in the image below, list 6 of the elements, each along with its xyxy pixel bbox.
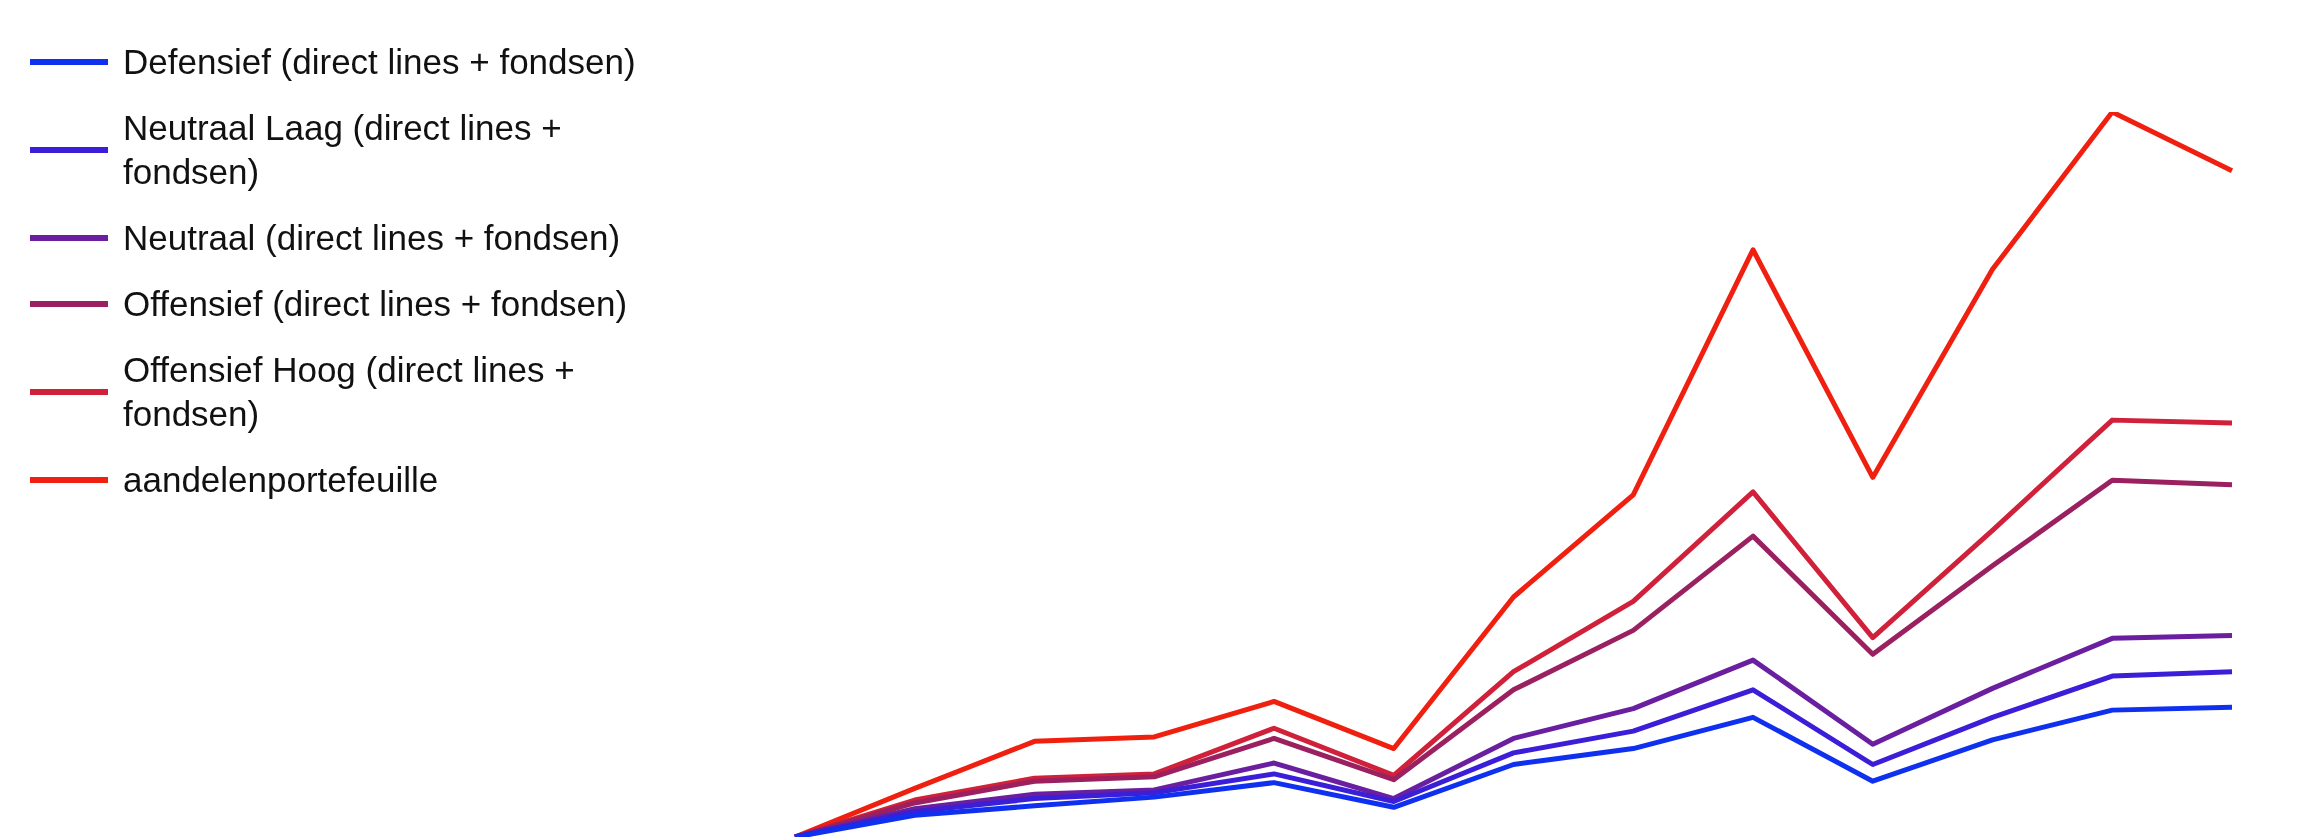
legend-label: aandelenportefeuille (123, 459, 439, 501)
legend-label: Offensief Hoog (direct lines + fondsen) (123, 349, 576, 435)
legend-label: Defensief (direct lines + fondsen) (123, 41, 636, 83)
legend-label: Neutraal Laag (direct lines + fondsen) (123, 107, 563, 193)
legend-label: Offensief (direct lines + fondsen) (123, 283, 628, 325)
legend-label: Neutraal (direct lines + fondsen) (123, 217, 621, 259)
